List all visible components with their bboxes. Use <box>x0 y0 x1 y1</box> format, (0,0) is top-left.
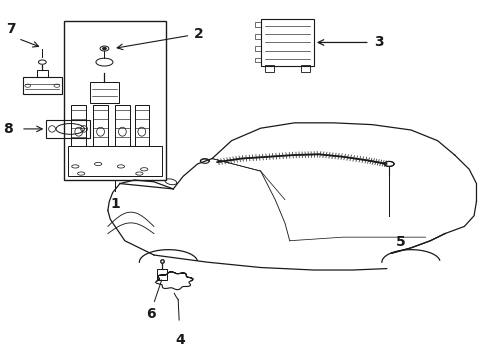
Text: 6: 6 <box>146 307 156 321</box>
Text: 5: 5 <box>395 235 405 249</box>
Text: 4: 4 <box>176 333 186 347</box>
Bar <box>93 105 108 146</box>
Text: 2: 2 <box>194 27 204 41</box>
Bar <box>23 77 62 94</box>
Bar <box>255 22 261 27</box>
Text: 1: 1 <box>110 197 120 211</box>
Bar <box>157 269 167 280</box>
Bar <box>115 105 130 146</box>
Bar <box>68 146 162 176</box>
Bar <box>266 65 274 72</box>
Text: 8: 8 <box>3 122 13 136</box>
Bar <box>255 58 261 63</box>
Text: 3: 3 <box>375 36 384 49</box>
Bar <box>64 21 166 180</box>
Bar <box>72 105 86 146</box>
Bar <box>46 120 90 138</box>
Bar <box>37 70 48 77</box>
Bar <box>261 19 314 66</box>
Bar <box>90 82 119 103</box>
Ellipse shape <box>102 47 106 50</box>
Bar <box>135 105 149 146</box>
Bar <box>255 34 261 39</box>
Bar <box>301 65 310 72</box>
Bar <box>255 46 261 50</box>
Text: 7: 7 <box>6 22 16 36</box>
